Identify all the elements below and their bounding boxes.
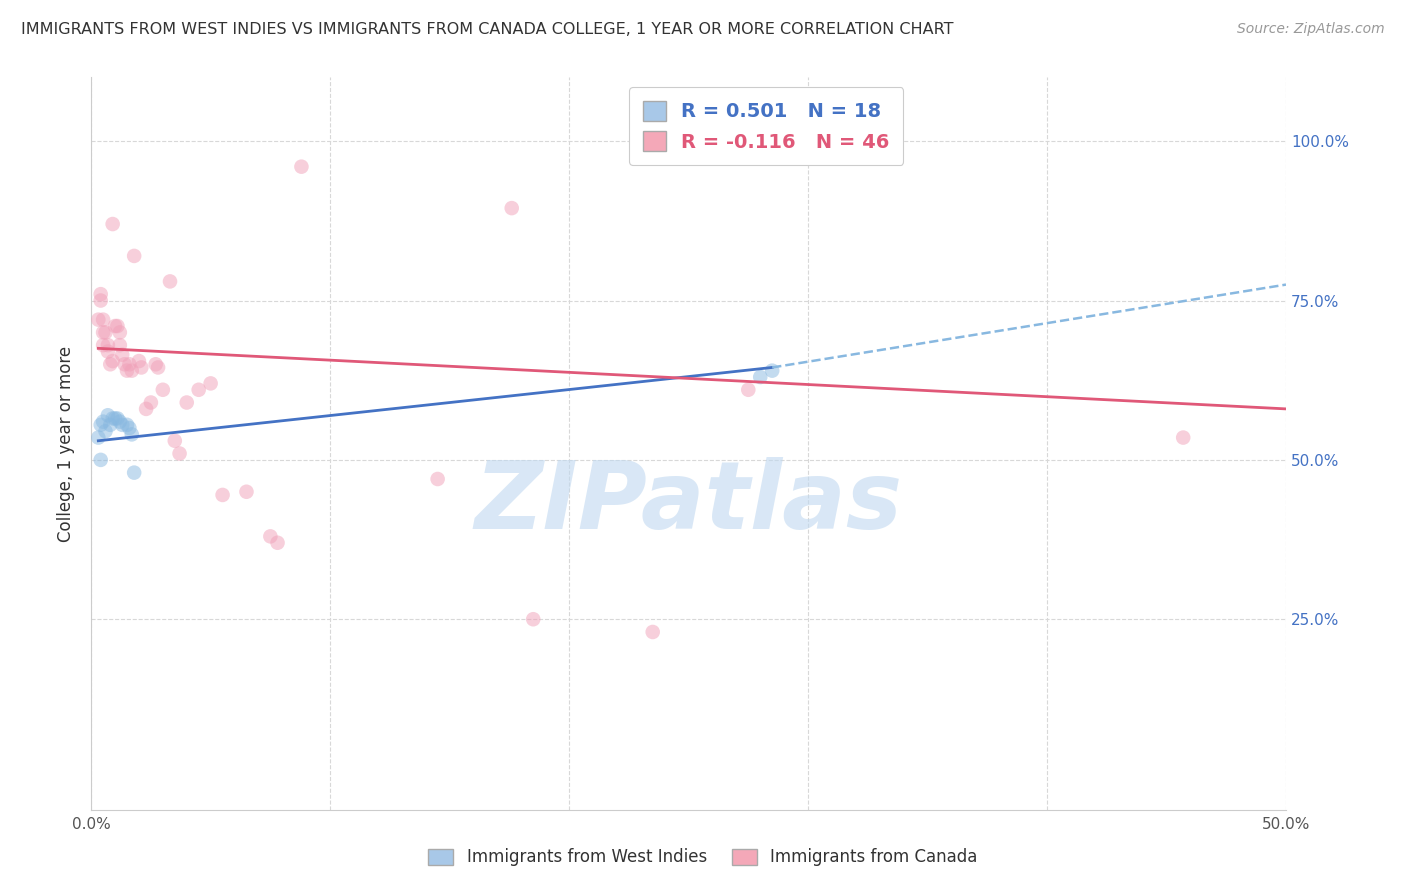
Point [1173, 431, 1195, 445]
Point [426, 472, 449, 486]
Point [90, 417, 112, 432]
Point [522, 612, 544, 626]
Point [501, 201, 523, 215]
Point [159, 274, 181, 288]
Point [121, 364, 143, 378]
Point [152, 383, 174, 397]
Point [235, 484, 257, 499]
Point [176, 395, 198, 409]
Point [163, 434, 186, 448]
Point [761, 364, 783, 378]
Point [90, 287, 112, 301]
Point [87, 312, 110, 326]
Text: IMMIGRANTS FROM WEST INDIES VS IMMIGRANTS FROM CANADA COLLEGE, 1 YEAR OR MORE CO: IMMIGRANTS FROM WEST INDIES VS IMMIGRANT… [21, 22, 953, 37]
Point [90, 453, 112, 467]
Point [266, 535, 288, 549]
Legend: Immigrants from West Indies, Immigrants from Canada: Immigrants from West Indies, Immigrants … [422, 842, 984, 873]
Point [107, 411, 129, 425]
Point [128, 354, 150, 368]
Legend: R = 0.501   N = 18, R = -0.116   N = 46: R = 0.501 N = 18, R = -0.116 N = 46 [628, 87, 904, 165]
Point [118, 357, 141, 371]
Point [749, 370, 772, 384]
Point [114, 357, 136, 371]
Point [115, 364, 138, 378]
Point [101, 217, 124, 231]
Point [146, 360, 169, 375]
Point [98, 357, 121, 371]
Point [97, 409, 120, 423]
Point [90, 293, 112, 308]
Point [87, 431, 110, 445]
Point [115, 417, 138, 432]
Point [104, 319, 127, 334]
Point [94, 326, 117, 340]
Point [111, 417, 134, 432]
Point [97, 344, 120, 359]
Point [94, 424, 117, 438]
Point [131, 360, 153, 375]
Point [111, 348, 134, 362]
Point [108, 326, 131, 340]
Point [91, 326, 114, 340]
Point [122, 249, 145, 263]
Point [211, 488, 233, 502]
Point [104, 411, 127, 425]
Point [101, 411, 124, 425]
Text: ZIPatlas: ZIPatlas [474, 457, 903, 549]
Point [91, 338, 114, 352]
Point [290, 160, 312, 174]
Point [135, 401, 157, 416]
Point [122, 466, 145, 480]
Point [641, 625, 664, 640]
Point [98, 417, 121, 432]
Y-axis label: College, 1 year or more: College, 1 year or more [58, 346, 75, 542]
Point [108, 415, 131, 429]
Point [91, 312, 114, 326]
Point [187, 383, 209, 397]
Point [121, 427, 143, 442]
Point [200, 376, 222, 391]
Point [169, 446, 191, 460]
Point [101, 354, 124, 368]
Point [97, 338, 120, 352]
Point [118, 421, 141, 435]
Point [107, 319, 129, 334]
Point [139, 395, 162, 409]
Text: Source: ZipAtlas.com: Source: ZipAtlas.com [1237, 22, 1385, 37]
Point [108, 338, 131, 352]
Point [145, 357, 167, 371]
Point [259, 529, 281, 543]
Point [91, 415, 114, 429]
Point [737, 383, 759, 397]
